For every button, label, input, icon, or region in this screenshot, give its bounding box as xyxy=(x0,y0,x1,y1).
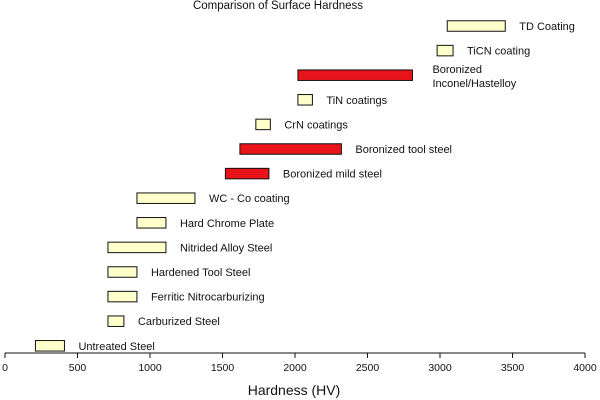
bar-label: Nitrided Alloy Steel xyxy=(180,242,272,254)
x-tick-label: 500 xyxy=(69,362,87,374)
bar-11 xyxy=(107,290,138,303)
bar-label: TD Coating xyxy=(519,21,575,33)
x-axis-label: Hardness (HV) xyxy=(248,382,341,398)
bar-label: Carburized Steel xyxy=(138,316,220,328)
x-tick-label: 4000 xyxy=(573,362,597,374)
bar-label: Ferritic Nitrocarburizing xyxy=(151,292,265,304)
x-tick-label: 1000 xyxy=(138,362,162,374)
bar-8 xyxy=(136,217,167,229)
bar-0 xyxy=(446,20,506,32)
bar-10 xyxy=(107,266,138,278)
bar-3 xyxy=(297,94,313,106)
bar-1 xyxy=(436,44,454,57)
bar-5 xyxy=(239,143,342,155)
x-tick-label: 0 xyxy=(2,362,8,374)
x-tick-label: 2500 xyxy=(356,362,380,374)
bar-label: TiCN coating xyxy=(467,46,530,58)
bar-labels-group: TD Coating TiCN coating Boronized Inconel/H… xyxy=(78,21,574,353)
bar-label: WC - Co coating xyxy=(209,193,290,205)
bar-13 xyxy=(34,340,65,352)
bar-12 xyxy=(107,315,125,327)
x-tick-label: 3000 xyxy=(428,362,452,374)
bar-label: TiN coatings xyxy=(326,95,387,107)
bar-label: Boronized mild steel xyxy=(283,169,382,181)
x-tick-label: 1500 xyxy=(211,362,235,374)
bar-label: Hard Chrome Plate xyxy=(180,218,274,230)
bar-2 xyxy=(297,69,413,81)
bar-label: Boronized tool steel xyxy=(355,144,452,156)
x-axis-ticks: 0 500 1000 1500 2000 2500 3000 3500 4000 xyxy=(2,353,597,374)
bar-9 xyxy=(107,241,167,254)
x-tick-label: 2000 xyxy=(283,362,307,374)
bars-group xyxy=(34,20,506,352)
chart-title: Comparison of Surface Hardness xyxy=(193,0,363,12)
bar-label: Boronized Inconel/Hastelloy xyxy=(432,64,516,90)
bar-label: Hardened Tool Steel xyxy=(151,267,250,279)
bar-6 xyxy=(224,167,270,180)
bar-label: Untreated Steel xyxy=(78,341,154,353)
bar-label: CrN coatings xyxy=(284,119,348,131)
bar-4 xyxy=(255,118,271,131)
x-tick-label: 3500 xyxy=(501,362,525,374)
bar-7 xyxy=(136,192,196,204)
